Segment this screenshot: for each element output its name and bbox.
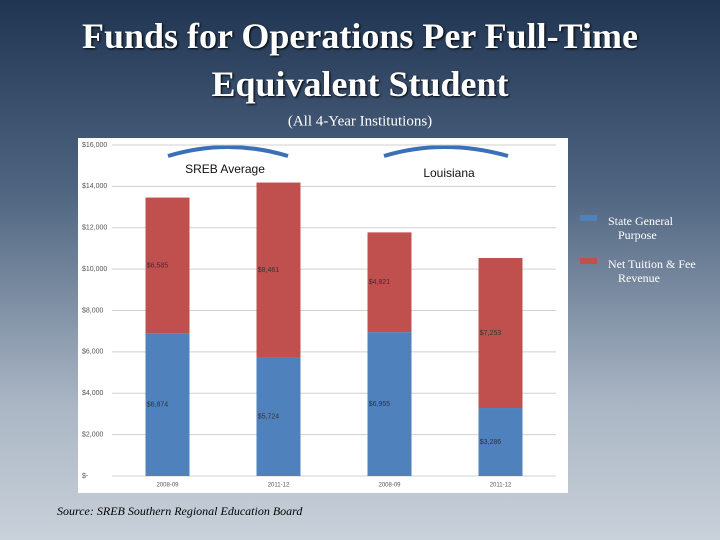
y-tick-label: $6,000 (82, 349, 104, 356)
value-label: $7,253 (480, 330, 502, 337)
group-label: Louisiana (423, 166, 475, 180)
y-tick-label: $10,000 (82, 266, 107, 273)
x-tick-label: 2008-09 (378, 483, 401, 489)
bar-segment (367, 332, 412, 476)
bar-segment (256, 357, 301, 476)
bar-segment (145, 333, 190, 476)
legend-swatch (580, 215, 597, 221)
slide-title: Funds for Operations Per Full-Time Equiv… (81, 16, 638, 104)
value-label: $6,585 (147, 263, 169, 270)
value-label: $3,286 (480, 439, 502, 446)
y-tick-label: $12,000 (82, 225, 107, 232)
value-label: $4,821 (369, 279, 391, 286)
y-tick-label: $2,000 (82, 431, 104, 438)
value-label: $5,724 (258, 414, 280, 421)
source: Source: SREB Southern Regional Education… (57, 504, 303, 518)
legend-label: State General Purpose (608, 214, 674, 242)
x-tick-label: 2011-12 (490, 483, 512, 489)
bar-segment (145, 197, 190, 334)
value-label: $6,955 (369, 401, 391, 408)
group-label: SREB Average (185, 162, 265, 176)
y-tick-label: $- (82, 473, 89, 480)
group-bracket (383, 145, 509, 158)
bar-segment (478, 408, 523, 476)
legend-label: Net Tuition & Fee Revenue (608, 257, 696, 285)
y-tick-label: $4,000 (82, 390, 104, 397)
value-label: $6,874 (147, 402, 169, 409)
bar-segment (256, 182, 301, 358)
subtitle: (All 4-Year Institutions) (288, 113, 432, 129)
y-tick-label: $14,000 (82, 183, 107, 190)
y-tick-label: $16,000 (82, 142, 107, 149)
bar-segment (367, 232, 412, 333)
x-tick-label: 2008-09 (156, 483, 179, 489)
x-tick-label: 2011-12 (268, 483, 290, 489)
y-tick-label: $8,000 (82, 307, 104, 314)
bar-segment (478, 257, 523, 409)
value-label: $8,461 (258, 267, 280, 274)
group-bracket (167, 145, 289, 158)
legend-swatch (580, 258, 597, 264)
